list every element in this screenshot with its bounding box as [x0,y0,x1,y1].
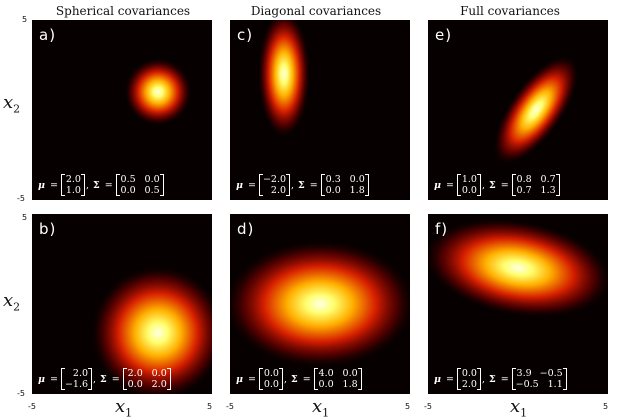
gaussian-density [494,56,578,164]
parameter-formula: μ = 2.0 −1.6 , Σ = 2.0 0.0 0.0 2.0 [36,368,171,390]
covariance-matrix: 3.9 −0.5 −0.5 1.1 [511,368,567,390]
panel-d: d) μ = 0.0 0.0 , Σ = 4.0 0.0 0.0 1.8 [230,214,410,394]
panel-label: c) [237,26,254,44]
y-axis-label-top: x2 [3,92,21,116]
parameter-formula: μ = 1.0 0.0 , Σ = 0.8 0.7 0.7 1.3 [432,174,560,196]
mean-vector: 1.0 0.0 [456,174,481,196]
parameter-formula: μ = 0.0 0.0 , Σ = 4.0 0.0 0.0 1.8 [234,368,362,390]
density-plot-d [230,241,410,367]
panel-label: a) [39,26,57,44]
y-tick-min-bottom: -5 [17,389,25,398]
mean-vector: 0.0 2.0 [456,368,481,390]
panel-label: f) [435,220,449,238]
gaussian-density [230,241,410,367]
x-axis-label-col3: x1 [510,396,528,420]
panel-label: d) [237,220,255,238]
panel-f: f) μ = 0.0 2.0 , Σ = 3.9 −0.5 −0.5 1.1 [428,214,608,394]
parameter-formula: μ = 2.0 1.0 , Σ = 0.5 0.0 0.0 0.5 [36,174,164,196]
column-title-full: Full covariances [460,4,560,18]
mean-vector: 0.0 0.0 [258,368,283,390]
x-axis-label-col1: x1 [115,396,133,420]
x-tick-max-col2: 5 [405,402,411,411]
x-tick-max-col1: 5 [207,402,213,411]
covariance-matrix: 2.0 0.0 0.0 2.0 [122,368,171,390]
gaussian-density [124,58,192,126]
x-tick-min-col1: -5 [28,402,36,411]
y-tick-min-top: -5 [17,194,25,203]
gaussian-density [428,218,608,318]
density-plot-e [494,56,578,164]
covariance-matrix: 4.0 0.0 0.0 1.8 [313,368,362,390]
covariance-matrix: 0.5 0.0 0.0 0.5 [115,174,164,196]
mean-vector: 2.0 1.0 [60,174,85,196]
mean-vector: 2.0 −1.6 [60,368,93,390]
gaussian-density [258,20,310,137]
panel-label: e) [435,26,453,44]
y-tick-max-bottom: 5 [22,213,28,222]
x-tick-min-col2: -5 [226,402,234,411]
y-axis-label-bottom: x2 [3,290,21,314]
gaussian-density [91,266,212,394]
parameter-formula: μ = 0.0 2.0 , Σ = 3.9 −0.5 −0.5 1.1 [432,368,567,390]
y-tick-max-top: 5 [22,15,28,24]
density-plot-f [428,218,608,318]
covariance-matrix: 0.8 0.7 0.7 1.3 [511,174,560,196]
panel-b: b) μ = 2.0 −1.6 , Σ = 2.0 0.0 0.0 2.0 [32,214,212,394]
panel-a: a) μ = 2.0 1.0 , Σ = 0.5 0.0 0.0 0.5 [32,20,212,200]
x-axis-label-col2: x1 [312,396,330,420]
parameter-formula: μ = −2.0 2.0 , Σ = 0.3 0.0 0.0 1.8 [234,174,369,196]
covariance-matrix: 0.3 0.0 0.0 1.8 [320,174,369,196]
panel-c: c) μ = −2.0 2.0 , Σ = 0.3 0.0 0.0 1.8 [230,20,410,200]
mean-vector: −2.0 2.0 [258,174,291,196]
panel-label: b) [39,220,57,238]
column-title-diagonal: Diagonal covariances [250,4,382,18]
column-title-spherical: Spherical covariances [55,4,191,18]
density-plot-c [258,20,310,137]
density-plot-a [124,58,192,126]
x-tick-min-col3: -5 [424,402,432,411]
density-plot-b [91,266,212,394]
panel-e: e) μ = 1.0 0.0 , Σ = 0.8 0.7 0.7 1.3 [428,20,608,200]
x-tick-max-col3: 5 [603,402,609,411]
